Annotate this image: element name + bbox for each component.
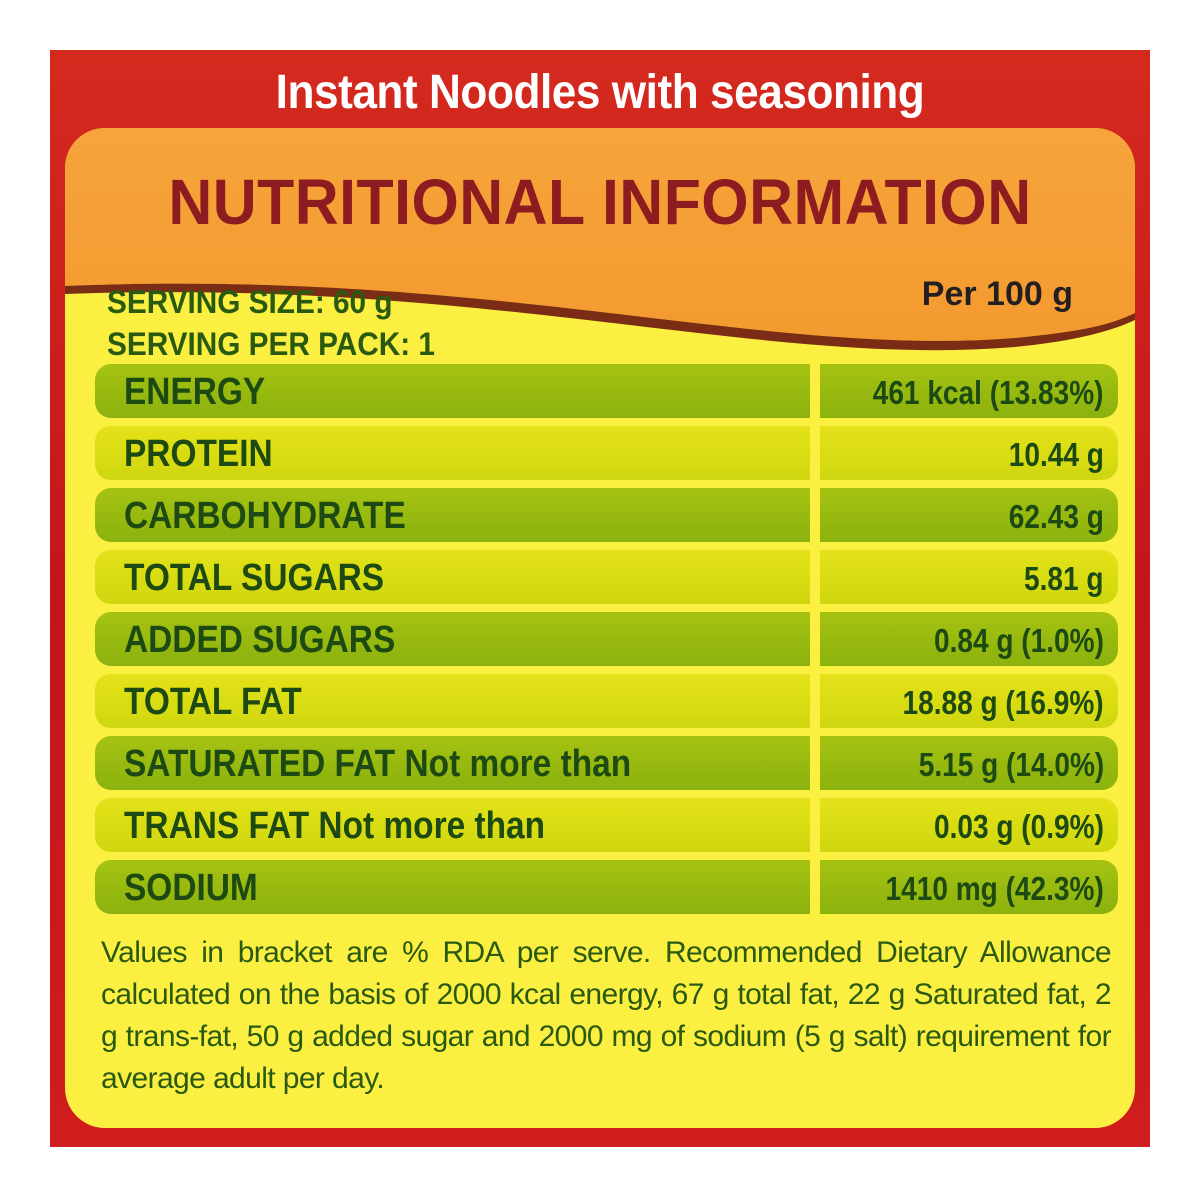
nutrient-value: 18.88 g (16.9%) <box>902 684 1104 721</box>
nutrient-row-carbohydrate: CARBOHYDRATE 62.43 g <box>95 488 1118 542</box>
nutrient-row-sodium: SODIUM 1410 mg (42.3%) <box>95 860 1118 914</box>
nutrient-row-added-sugars: ADDED SUGARS 0.84 g (1.0%) <box>95 612 1118 666</box>
nutrient-value: 461 kcal (13.83%) <box>873 374 1104 411</box>
nutrient-name: SODIUM <box>124 867 258 909</box>
nutrient-row-trans-fat: TRANS FAT Not more than 0.03 g (0.9%) <box>95 798 1118 852</box>
nutrient-value: 0.84 g (1.0%) <box>934 622 1104 659</box>
nutrient-name: ADDED SUGARS <box>124 619 396 661</box>
serving-size: SERVING SIZE: 60 g <box>107 284 393 320</box>
nutrition-panel: NUTRITIONAL INFORMATION Per 100 g SERVIN… <box>65 128 1135 1128</box>
heading-banner: NUTRITIONAL INFORMATION Per 100 g <box>65 128 1135 388</box>
section-heading: NUTRITIONAL INFORMATION <box>168 166 1032 238</box>
rda-footnote: Values in bracket are % RDA per serve. R… <box>101 936 1112 1095</box>
nutrient-row-total-fat: TOTAL FAT 18.88 g (16.9%) <box>95 674 1118 728</box>
per-100g-label: Per 100 g <box>921 275 1073 313</box>
nutrient-name: TRANS FAT Not more than <box>124 805 546 847</box>
product-title: Instant Noodles with seasoning <box>275 66 925 119</box>
serving-per-pack: SERVING PER PACK: 1 <box>107 326 435 362</box>
nutrient-value: 0.03 g (0.9%) <box>934 808 1104 845</box>
nutrient-row-total-sugars: TOTAL SUGARS 5.81 g <box>95 550 1118 604</box>
nutrient-name: SATURATED FAT Not more than <box>124 743 632 785</box>
nutrient-value: 62.43 g <box>1008 498 1104 535</box>
nutrient-value: 5.15 g (14.0%) <box>918 746 1104 783</box>
nutrient-row-saturated-fat: SATURATED FAT Not more than 5.15 g (14.0… <box>95 736 1118 790</box>
nutrient-table: ENERGY 461 kcal (13.83%) PROTEIN 10.44 g… <box>95 364 1118 922</box>
nutrient-name: ENERGY <box>124 371 266 413</box>
nutrient-name: TOTAL FAT <box>124 681 302 723</box>
nutrient-name: TOTAL SUGARS <box>124 557 385 599</box>
nutrient-row-energy: ENERGY 461 kcal (13.83%) <box>95 364 1118 418</box>
nutrient-value: 10.44 g <box>1008 436 1104 473</box>
nutrient-value: 1410 mg (42.3%) <box>885 870 1104 907</box>
banner-swoosh <box>65 128 1135 351</box>
nutrient-name: PROTEIN <box>124 433 273 475</box>
nutrient-row-protein: PROTEIN 10.44 g <box>95 426 1118 480</box>
nutrient-value: 5.81 g <box>1024 560 1104 597</box>
nutrient-name: CARBOHYDRATE <box>124 495 406 537</box>
